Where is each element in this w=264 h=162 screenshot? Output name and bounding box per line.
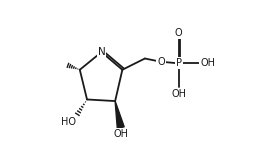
- Text: P: P: [176, 58, 182, 68]
- Text: N: N: [98, 47, 105, 57]
- Text: P: P: [176, 58, 182, 68]
- Text: OH: OH: [113, 129, 128, 139]
- Text: HO: HO: [61, 117, 76, 127]
- Text: HO: HO: [61, 117, 76, 127]
- Text: O: O: [157, 57, 165, 67]
- Text: OH: OH: [200, 58, 215, 68]
- Polygon shape: [115, 101, 124, 128]
- Text: OH: OH: [171, 89, 186, 99]
- Text: N: N: [98, 47, 105, 57]
- Text: OH: OH: [200, 58, 215, 68]
- Text: OH: OH: [113, 129, 128, 139]
- Text: O: O: [175, 28, 182, 38]
- Text: OH: OH: [171, 89, 186, 99]
- Text: O: O: [175, 28, 182, 38]
- Text: O: O: [157, 57, 165, 67]
